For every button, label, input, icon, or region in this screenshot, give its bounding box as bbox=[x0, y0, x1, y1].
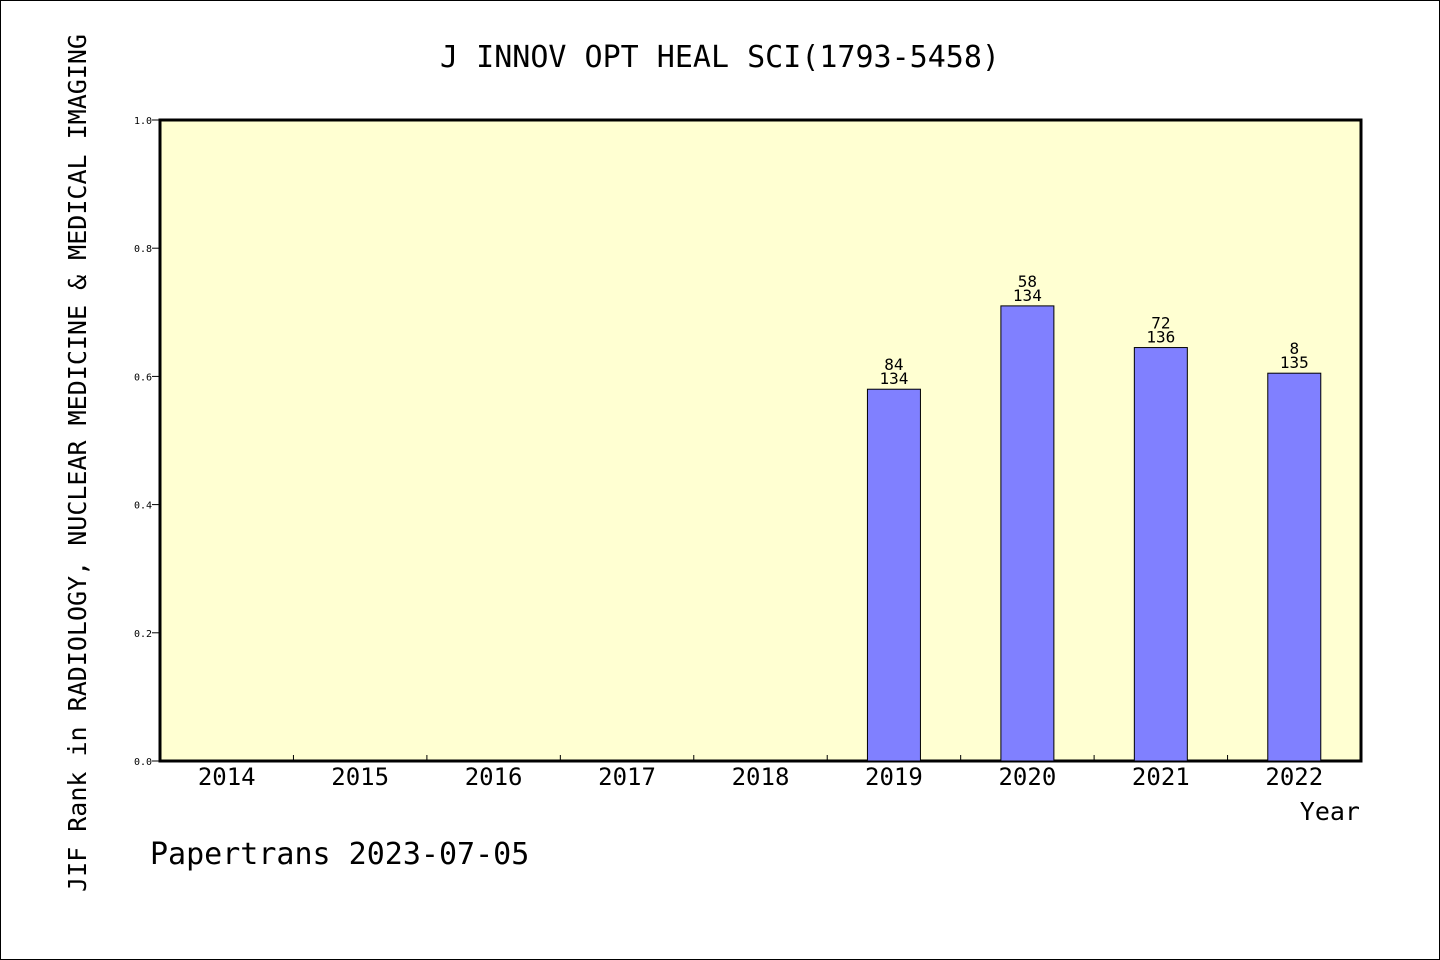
x-axis-label: Year bbox=[1300, 797, 1360, 826]
bar-rank-label: 84 bbox=[884, 355, 903, 374]
bar-total-label: 134 bbox=[879, 369, 908, 388]
bar-2021 bbox=[1133, 347, 1188, 762]
y-axis-label: JIF Rank in RADIOLOGY, NUCLEAR MEDICINE … bbox=[63, 34, 92, 892]
bar-total-label: 136 bbox=[1146, 328, 1175, 347]
y-tick-label: 1.0 bbox=[134, 116, 152, 127]
bar-2020 bbox=[1000, 305, 1055, 762]
y-tick-label: 0.2 bbox=[134, 629, 152, 640]
y-axis-ticks: 0.0 0.2 0.4 0.6 0.8 1.0 bbox=[134, 116, 160, 768]
chart-title: J INNOV OPT HEAL SCI(1793-5458) bbox=[440, 40, 1000, 75]
x-tick-label: 2015 bbox=[331, 763, 389, 791]
bar-rank-label: 58 bbox=[1018, 272, 1037, 291]
bar-rank-label: 72 bbox=[1151, 314, 1170, 333]
x-tick-label: 2018 bbox=[732, 763, 790, 791]
bar-total-label: 135 bbox=[1280, 353, 1309, 372]
bar-rank-label: 8 bbox=[1289, 339, 1299, 358]
x-tick-label: 2017 bbox=[598, 763, 656, 791]
y-tick-label: 0.4 bbox=[134, 501, 152, 512]
y-tick-label: 0.6 bbox=[134, 372, 152, 383]
bar-2022 bbox=[1267, 372, 1322, 762]
x-tick-label: 2016 bbox=[465, 763, 523, 791]
bar-series bbox=[866, 305, 1322, 762]
x-tick-label: 2019 bbox=[865, 763, 923, 791]
bar-total-label: 134 bbox=[1013, 286, 1042, 305]
x-axis-ticks: 2014 2015 2016 2017 2018 2019 2020 2021 2022 bbox=[198, 755, 1323, 791]
x-tick-label: 2014 bbox=[198, 763, 256, 791]
x-tick-label: 2021 bbox=[1132, 763, 1190, 791]
y-tick-label: 0.8 bbox=[134, 244, 152, 255]
bar-2019 bbox=[866, 388, 921, 762]
y-tick-label: 0.0 bbox=[134, 757, 152, 768]
x-tick-label: 2020 bbox=[998, 763, 1056, 791]
x-tick-label: 2022 bbox=[1265, 763, 1323, 791]
footer-credit: Papertrans 2023-07-05 bbox=[150, 837, 529, 872]
